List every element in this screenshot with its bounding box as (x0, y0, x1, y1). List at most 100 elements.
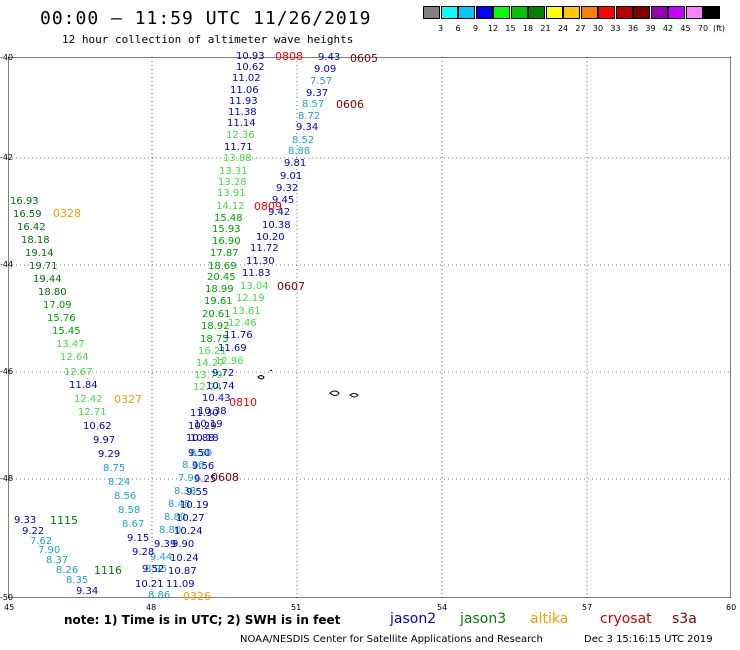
wave-height-value: 8.38 (174, 486, 197, 497)
wave-height-value: 8.35 (66, 575, 89, 586)
wave-height-value: 8.72 (298, 111, 321, 122)
wave-height-value: 9.44 (150, 552, 173, 563)
wave-height-value: 9.15 (127, 533, 150, 544)
wave-height-value: 15.93 (212, 224, 241, 235)
wave-height-value: 10.21 (135, 579, 164, 590)
wave-height-value: 8.36 (182, 460, 205, 471)
y-tick-label: -40 (0, 53, 14, 62)
wave-height-value: 11.09 (166, 579, 195, 590)
legend-swatch (650, 6, 668, 19)
legend-swatch (510, 6, 528, 19)
legend-swatch (685, 6, 703, 19)
wave-height-value: 12.74 (193, 382, 222, 393)
legend-label: 45 (680, 24, 691, 33)
satellite-legend-item: s3a (672, 611, 697, 627)
wave-height-value: 10.43 (202, 393, 231, 404)
legend-label: 27 (575, 24, 586, 33)
wave-height-value: 8.95 (145, 564, 168, 575)
wave-height-value: 9.34 (76, 586, 99, 597)
wave-height-value: 9.09 (314, 64, 337, 75)
wave-height-value: 10.19 (194, 419, 223, 430)
wave-height-value: 9.29 (98, 449, 121, 460)
pass-time-label: 0327 (114, 393, 142, 406)
legend-swatch (668, 6, 685, 19)
wave-height-value: 10.18 (190, 433, 219, 444)
wave-height-value: 10.74 (206, 381, 235, 392)
pass-time-label: 0808 (275, 50, 303, 63)
x-tick-label: 57 (582, 603, 593, 612)
island-shape (269, 369, 273, 372)
wave-height-value: 12.19 (236, 293, 265, 304)
wave-height-value: 12.67 (64, 367, 93, 378)
pass-time-label: 0605 (350, 52, 378, 65)
wave-height-value: 19.71 (29, 261, 58, 272)
wave-height-value: 16.21 (198, 346, 227, 357)
wave-height-value: 17.09 (43, 300, 72, 311)
wave-height-value: 8.56 (114, 491, 137, 502)
x-tick-label: 45 (4, 603, 15, 612)
footer-date: Dec 3 15:16:15 UTC 2019 (584, 634, 713, 645)
legend-label: 42 (662, 24, 674, 33)
footer-credit: NOAA/NESDIS Center for Satellite Applica… (240, 634, 543, 645)
plot-border (8, 57, 731, 598)
wave-height-value: 8.67 (122, 519, 145, 530)
wave-height-value: 13.88 (223, 153, 252, 164)
wave-height-value: 13.61 (232, 306, 261, 317)
wave-height-value: 9.25 (194, 474, 217, 485)
wave-height-value: 12.71 (78, 407, 107, 418)
wave-height-value: 10.38 (198, 406, 227, 417)
legend-swatch (423, 6, 440, 19)
wave-height-value: 11.06 (230, 85, 259, 96)
wave-height-value: 11.30 (190, 408, 219, 419)
wave-height-value: 8.50 (190, 448, 213, 459)
wave-height-value: 10.87 (168, 566, 197, 577)
wave-height-value: 9.01 (280, 171, 303, 182)
wave-height-value: 10.38 (262, 220, 291, 231)
x-tick-label: 60 (726, 603, 737, 612)
legend-label: 30 (592, 24, 604, 33)
wave-height-value: 18.75 (200, 334, 229, 345)
legend-label: 9 (472, 24, 479, 33)
x-tick-label: 54 (437, 603, 448, 612)
wave-height-value: 11.14 (227, 118, 256, 129)
legend-label: 12 (487, 24, 499, 33)
wave-height-value: 10.24 (174, 526, 203, 537)
wave-height-value: 11.71 (224, 142, 253, 153)
legend-label: 3 (437, 24, 444, 33)
pass-time-label: 0606 (336, 98, 364, 111)
wave-height-value: 9.97 (93, 435, 116, 446)
wave-height-value: 11.02 (232, 73, 261, 84)
legend-swatch (528, 6, 545, 19)
wave-height-value: 10.20 (256, 232, 285, 243)
wave-height-value: 12.36 (226, 130, 255, 141)
legend-swatch (563, 6, 580, 19)
legend-swatch (580, 6, 598, 19)
wave-height-value: 10.27 (176, 513, 205, 524)
legend-label: 39 (645, 24, 656, 33)
wave-height-value: 12.46 (228, 318, 257, 329)
wave-height-value: 19.14 (25, 248, 54, 259)
wave-height-value: 11.83 (242, 268, 271, 279)
wave-height-value: 8.57 (302, 99, 325, 110)
y-tick-label: -44 (0, 260, 14, 269)
wave-height-value: 19.61 (204, 296, 233, 307)
wave-height-value: 12.96 (215, 356, 244, 367)
legend-swatch (458, 6, 475, 19)
wave-height-value: 9.28 (132, 547, 155, 558)
wave-height-value: 11.84 (69, 380, 98, 391)
legend-unit: (ft) (712, 24, 726, 33)
wave-height-value: 15.45 (52, 326, 81, 337)
pass-time-label: 0810 (229, 396, 257, 409)
wave-height-value: 18.80 (38, 287, 67, 298)
wave-height-value: 10.88 (186, 433, 215, 444)
wave-height-value: 9.45 (272, 195, 295, 206)
legend-swatch (493, 6, 510, 19)
wave-height-value: 10.62 (236, 62, 265, 73)
graticule (8, 57, 731, 598)
wave-height-value: 8.86 (148, 590, 171, 601)
wave-height-value: 9.32 (276, 183, 299, 194)
legend-swatch (598, 6, 615, 19)
wave-height-value: 16.90 (212, 236, 241, 247)
x-tick-label: 51 (291, 603, 302, 612)
wave-height-value: 8.80 (164, 512, 187, 523)
